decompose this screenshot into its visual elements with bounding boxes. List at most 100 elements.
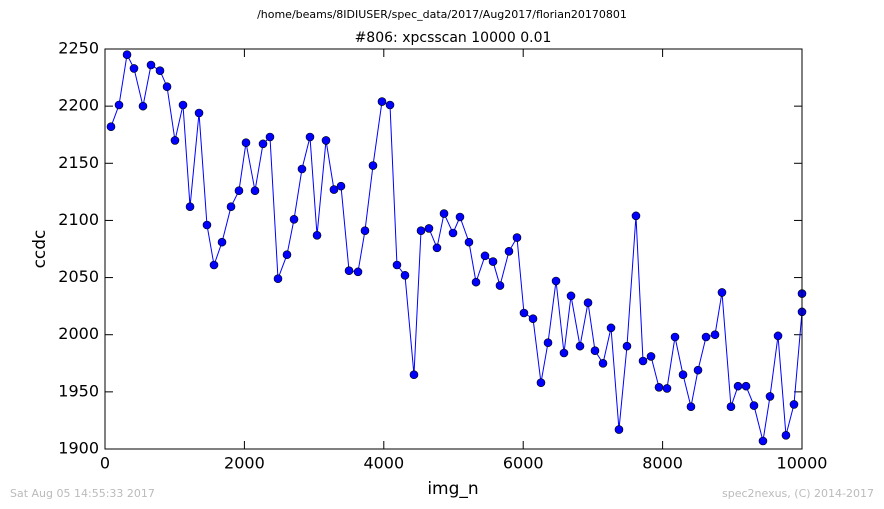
data-point <box>170 136 180 145</box>
data-point <box>701 332 711 342</box>
data-point <box>226 202 236 212</box>
data-point <box>686 402 696 412</box>
data-point <box>305 132 315 142</box>
data-point <box>464 237 474 247</box>
data-point <box>432 243 442 253</box>
data-point <box>733 381 743 391</box>
y-tick-label: 2150 <box>58 153 99 172</box>
data-point <box>758 436 768 446</box>
data-point <box>114 100 124 110</box>
data-point <box>551 276 561 286</box>
data-point <box>146 60 156 70</box>
data-point <box>273 274 283 284</box>
data-point <box>202 220 212 230</box>
data-point <box>488 257 498 266</box>
data-point <box>773 331 783 341</box>
footer-left: Sat Aug 05 14:55:33 2017 <box>10 487 155 500</box>
y-tick-label: 2250 <box>58 39 99 58</box>
data-point <box>749 401 759 410</box>
data-point <box>129 64 139 73</box>
data-point <box>336 181 346 191</box>
x-tick-label: 0 <box>100 454 110 473</box>
data-point <box>329 185 339 194</box>
data-point <box>726 402 736 412</box>
data-point <box>416 226 426 236</box>
x-tick-label: 6000 <box>503 454 544 473</box>
data-point <box>312 230 322 240</box>
data-point <box>439 209 449 218</box>
chart-title: #806: xpcsscan 10000 0.01 <box>355 30 552 46</box>
data-point <box>504 246 514 256</box>
data-point <box>741 381 751 391</box>
y-tick-label: 2000 <box>58 324 99 343</box>
data-point <box>122 50 132 60</box>
data-point <box>209 260 219 270</box>
data-point <box>710 330 720 340</box>
series-line <box>110 53 803 442</box>
data-point <box>138 101 148 111</box>
data-point <box>194 108 204 118</box>
y-tick-label: 2050 <box>58 267 99 286</box>
data-point <box>297 164 307 174</box>
data-point <box>559 348 569 358</box>
data-point <box>693 365 703 375</box>
data-point <box>670 332 680 342</box>
data-point <box>614 425 624 434</box>
data-point <box>543 338 553 348</box>
data-point <box>424 224 434 233</box>
data-point <box>265 132 275 142</box>
data-point <box>448 228 458 238</box>
x-axis-label: img_n <box>427 479 478 499</box>
data-point <box>234 186 244 196</box>
data-point <box>455 212 465 222</box>
data-point <box>250 186 260 196</box>
data-point <box>409 370 419 380</box>
data-point <box>217 237 227 247</box>
data-point <box>155 66 165 76</box>
data-point <box>185 202 195 212</box>
data-point <box>789 400 799 409</box>
data-point <box>480 251 490 261</box>
data-point <box>583 298 593 308</box>
data-point <box>622 341 632 351</box>
data-point <box>598 358 608 368</box>
data-point <box>717 288 727 297</box>
data-point <box>106 122 116 132</box>
data-point <box>360 226 370 236</box>
data-point <box>178 100 188 110</box>
data-point <box>590 346 600 356</box>
data-point <box>606 323 616 333</box>
y-tick-label: 1900 <box>58 439 99 458</box>
suptitle: /home/beams/8IDIUSER/spec_data/2017/Aug2… <box>257 8 627 21</box>
y-axis-label: ccdc <box>30 230 50 269</box>
data-point <box>353 267 363 277</box>
data-point <box>662 384 672 393</box>
data-point <box>471 277 481 287</box>
data-point <box>519 308 529 318</box>
data-point <box>566 291 576 301</box>
footer-right: spec2nexus, (C) 2014-2017 <box>722 487 874 500</box>
x-tick-label: 4000 <box>363 454 404 473</box>
data-point <box>781 430 791 440</box>
data-point <box>678 370 688 380</box>
data-point <box>400 270 410 280</box>
data-point <box>241 138 251 148</box>
data-point <box>289 214 299 224</box>
data-point <box>646 352 656 361</box>
y-tick-label: 2200 <box>58 96 99 115</box>
data-point <box>495 281 505 290</box>
data-point <box>765 392 775 401</box>
data-point <box>512 233 522 242</box>
data-point <box>321 136 331 145</box>
data-point <box>638 356 648 366</box>
data-point <box>282 250 292 260</box>
x-tick-label: 2000 <box>224 454 265 473</box>
plot-frame <box>104 48 803 450</box>
data-point <box>392 260 402 270</box>
data-point <box>575 341 585 351</box>
data-point <box>536 378 546 388</box>
x-tick-label: 8000 <box>642 454 683 473</box>
x-tick-label: 10000 <box>777 454 828 473</box>
data-point <box>162 82 172 92</box>
